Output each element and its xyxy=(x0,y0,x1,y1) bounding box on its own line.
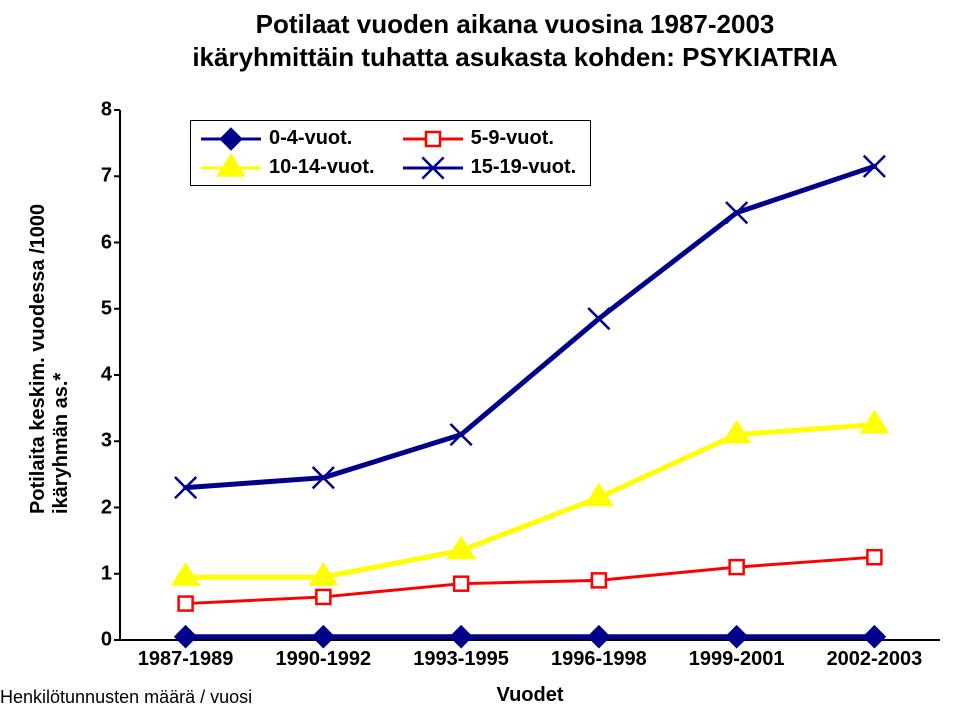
legend-swatch xyxy=(403,128,463,150)
y-tick-label: 5 xyxy=(101,297,120,320)
legend-label: 0-4-vuot. xyxy=(269,127,352,150)
x-tick-label: 2002-2003 xyxy=(827,640,923,671)
y-tick-label: 2 xyxy=(101,496,120,519)
legend-item: 0-4-vuot. xyxy=(201,127,375,150)
y-tick-label: 3 xyxy=(101,430,120,453)
legend-label: 15-19-vuot. xyxy=(471,156,577,179)
legend-item: 10-14-vuot. xyxy=(201,156,375,179)
x-tick-label: 1990-1992 xyxy=(276,640,372,671)
plot-area: 0-4-vuot. 5-9-vuot. 10-14-vuot. 15-19-vuot.… xyxy=(120,110,940,640)
chart-title-line2: ikäryhmittäin tuhatta asukasta kohden: P… xyxy=(192,42,837,72)
x-tick-label: 1999-2001 xyxy=(689,640,785,671)
y-tick-label: 1 xyxy=(101,562,120,585)
y-tick-label: 4 xyxy=(101,364,120,387)
chart-title-line1: Potilaat vuoden aikana vuosina 1987-2003 xyxy=(256,9,775,39)
footnote: Henkilötunnusten määrä / vuosi xyxy=(0,687,252,708)
plot-svg xyxy=(120,110,940,640)
legend-swatch xyxy=(201,157,261,179)
x-tick-label: 1993-1995 xyxy=(413,640,509,671)
y-tick-label: 8 xyxy=(101,99,120,122)
legend-item: 5-9-vuot. xyxy=(403,127,577,150)
chart-title: Potilaat vuoden aikana vuosina 1987-2003… xyxy=(90,8,940,73)
x-tick-label: 1996-1998 xyxy=(551,640,647,671)
chart-container: Potilaat vuoden aikana vuosina 1987-2003… xyxy=(0,0,960,708)
legend-label: 10-14-vuot. xyxy=(269,156,375,179)
x-tick-label: 1987-1989 xyxy=(138,640,234,671)
legend-swatch xyxy=(403,157,463,179)
legend-item: 15-19-vuot. xyxy=(403,156,577,179)
y-tick-label: 7 xyxy=(101,165,120,188)
y-tick-label: 0 xyxy=(101,629,120,652)
legend: 0-4-vuot. 5-9-vuot. 10-14-vuot. 15-19-vuot. xyxy=(190,120,591,186)
legend-label: 5-9-vuot. xyxy=(471,127,554,150)
y-tick-label: 6 xyxy=(101,231,120,254)
legend-swatch xyxy=(201,128,261,150)
